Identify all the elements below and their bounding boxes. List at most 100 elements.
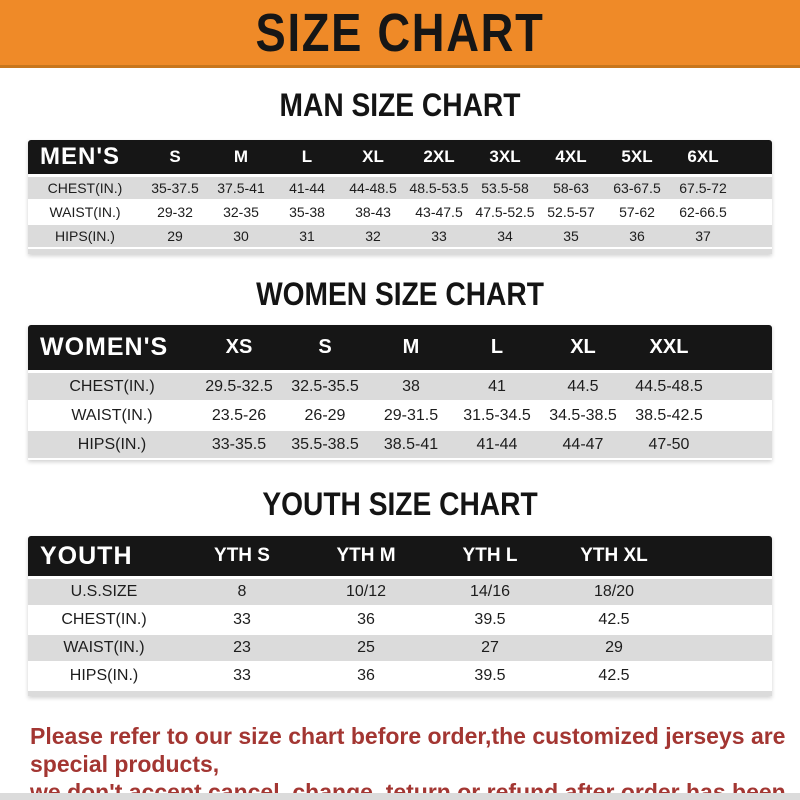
table-cell: 35.5-38.5 (282, 431, 368, 460)
table-cell: 10/12 (304, 579, 428, 607)
table-cell: 41 (454, 373, 540, 402)
column-header: M (208, 140, 274, 177)
column-header: XL (340, 140, 406, 177)
table-cell: 29 (552, 635, 676, 663)
column-header: XL (540, 325, 626, 373)
table-cell: 38 (368, 373, 454, 402)
spacer-cell (712, 402, 772, 431)
table-cell: 47-50 (626, 431, 712, 460)
column-header: S (282, 325, 368, 373)
table-cell: 35-37.5 (142, 177, 208, 201)
table-row: WAIST(IN.) 23 25 27 29 (28, 635, 772, 663)
column-header: M (368, 325, 454, 373)
table-cell: 8 (180, 579, 304, 607)
spacer-cell (736, 225, 772, 249)
table-cell: 44-47 (540, 431, 626, 460)
table-header-row: MEN'S S M L XL 2XL 3XL 4XL 5XL 6XL (28, 140, 772, 177)
table-bottom-edge-cell (28, 249, 772, 254)
spacer-cell (736, 201, 772, 225)
column-header: L (274, 140, 340, 177)
column-header: YTH L (428, 536, 552, 579)
table-row: CHEST(IN.) 29.5-32.5 32.5-35.5 38 41 44.5 44.5… (28, 373, 772, 402)
column-header: 4XL (538, 140, 604, 177)
youth-section-heading: YOUTH SIZE CHART (262, 486, 538, 522)
table-cell: 67.5-72 (670, 177, 736, 201)
table-cell: 42.5 (552, 663, 676, 691)
table-header-row: YOUTH YTH S YTH M YTH L YTH XL (28, 536, 772, 579)
table-cell: 34.5-38.5 (540, 402, 626, 431)
column-header: XS (196, 325, 282, 373)
table-row: CHEST(IN.) 33 36 39.5 42.5 (28, 607, 772, 635)
table-cell: 34 (472, 225, 538, 249)
table-cell: 43-47.5 (406, 201, 472, 225)
table-cell: 44.5 (540, 373, 626, 402)
row-label: WAIST(IN.) (28, 402, 196, 431)
table-cell: 25 (304, 635, 428, 663)
order-notice: Please refer to our size chart before or… (0, 722, 800, 800)
table-cell: 41-44 (454, 431, 540, 460)
spacer-cell (736, 140, 772, 177)
table-cell: 42.5 (552, 607, 676, 635)
table-cell: 44.5-48.5 (626, 373, 712, 402)
spacer-cell (676, 635, 772, 663)
table-cell: 62-66.5 (670, 201, 736, 225)
table-cell: 53.5-58 (472, 177, 538, 201)
notice-line-1: Please refer to our size chart before or… (30, 723, 786, 777)
table-cell: 33 (406, 225, 472, 249)
row-label: CHEST(IN.) (28, 607, 180, 635)
table-cell: 26-29 (282, 402, 368, 431)
table-cell: 33 (180, 663, 304, 691)
column-header: 2XL (406, 140, 472, 177)
table-cell: 31 (274, 225, 340, 249)
table-cell: 57-62 (604, 201, 670, 225)
table-title-cell: WOMEN'S (28, 325, 196, 373)
column-header: YTH S (180, 536, 304, 579)
table-cell: 35 (538, 225, 604, 249)
row-label: CHEST(IN.) (28, 373, 196, 402)
table-title-cell: MEN'S (28, 140, 142, 177)
table-bottom-edge (28, 691, 772, 696)
table-cell: 39.5 (428, 663, 552, 691)
row-label: HIPS(IN.) (28, 663, 180, 691)
row-label: U.S.SIZE (28, 579, 180, 607)
spacer-cell (736, 177, 772, 201)
table-cell: 38.5-42.5 (626, 402, 712, 431)
table-row: HIPS(IN.) 33-35.5 35.5-38.5 38.5-41 41-44 44-… (28, 431, 772, 460)
table-cell: 23 (180, 635, 304, 663)
table-cell: 41-44 (274, 177, 340, 201)
table-cell: 30 (208, 225, 274, 249)
table-cell: 36 (304, 607, 428, 635)
table-cell: 37 (670, 225, 736, 249)
table-bottom-edge (28, 249, 772, 254)
table-cell: 37.5-41 (208, 177, 274, 201)
table-cell: 23.5-26 (196, 402, 282, 431)
row-label: WAIST(IN.) (28, 635, 180, 663)
table-header-row: WOMEN'S XS S M L XL XXL (28, 325, 772, 373)
row-label: HIPS(IN.) (28, 431, 196, 460)
table-cell: 38.5-41 (368, 431, 454, 460)
spacer-cell (676, 607, 772, 635)
table-cell: 14/16 (428, 579, 552, 607)
table-cell: 18/20 (552, 579, 676, 607)
table-cell: 32 (340, 225, 406, 249)
men-section-heading: MAN SIZE CHART (279, 87, 521, 123)
column-header: YTH XL (552, 536, 676, 579)
table-row: U.S.SIZE 8 10/12 14/16 18/20 (28, 579, 772, 607)
table-cell: 47.5-52.5 (472, 201, 538, 225)
column-header: 5XL (604, 140, 670, 177)
table-cell: 31.5-34.5 (454, 402, 540, 431)
table-cell: 29-32 (142, 201, 208, 225)
column-header: 3XL (472, 140, 538, 177)
table-cell: 44-48.5 (340, 177, 406, 201)
table-row: CHEST(IN.) 35-37.5 37.5-41 41-44 44-48.5 48.5… (28, 177, 772, 201)
spacer-cell (712, 373, 772, 402)
table-title-cell: YOUTH (28, 536, 180, 579)
table-cell: 27 (428, 635, 552, 663)
spacer-cell (676, 663, 772, 691)
table-row: WAIST(IN.) 29-32 32-35 35-38 38-43 43-47.5 47.… (28, 201, 772, 225)
table-bottom-edge-cell (28, 691, 772, 696)
bottom-edge-strip (0, 793, 800, 800)
table-cell: 29 (142, 225, 208, 249)
banner: SIZE CHART (0, 0, 800, 68)
